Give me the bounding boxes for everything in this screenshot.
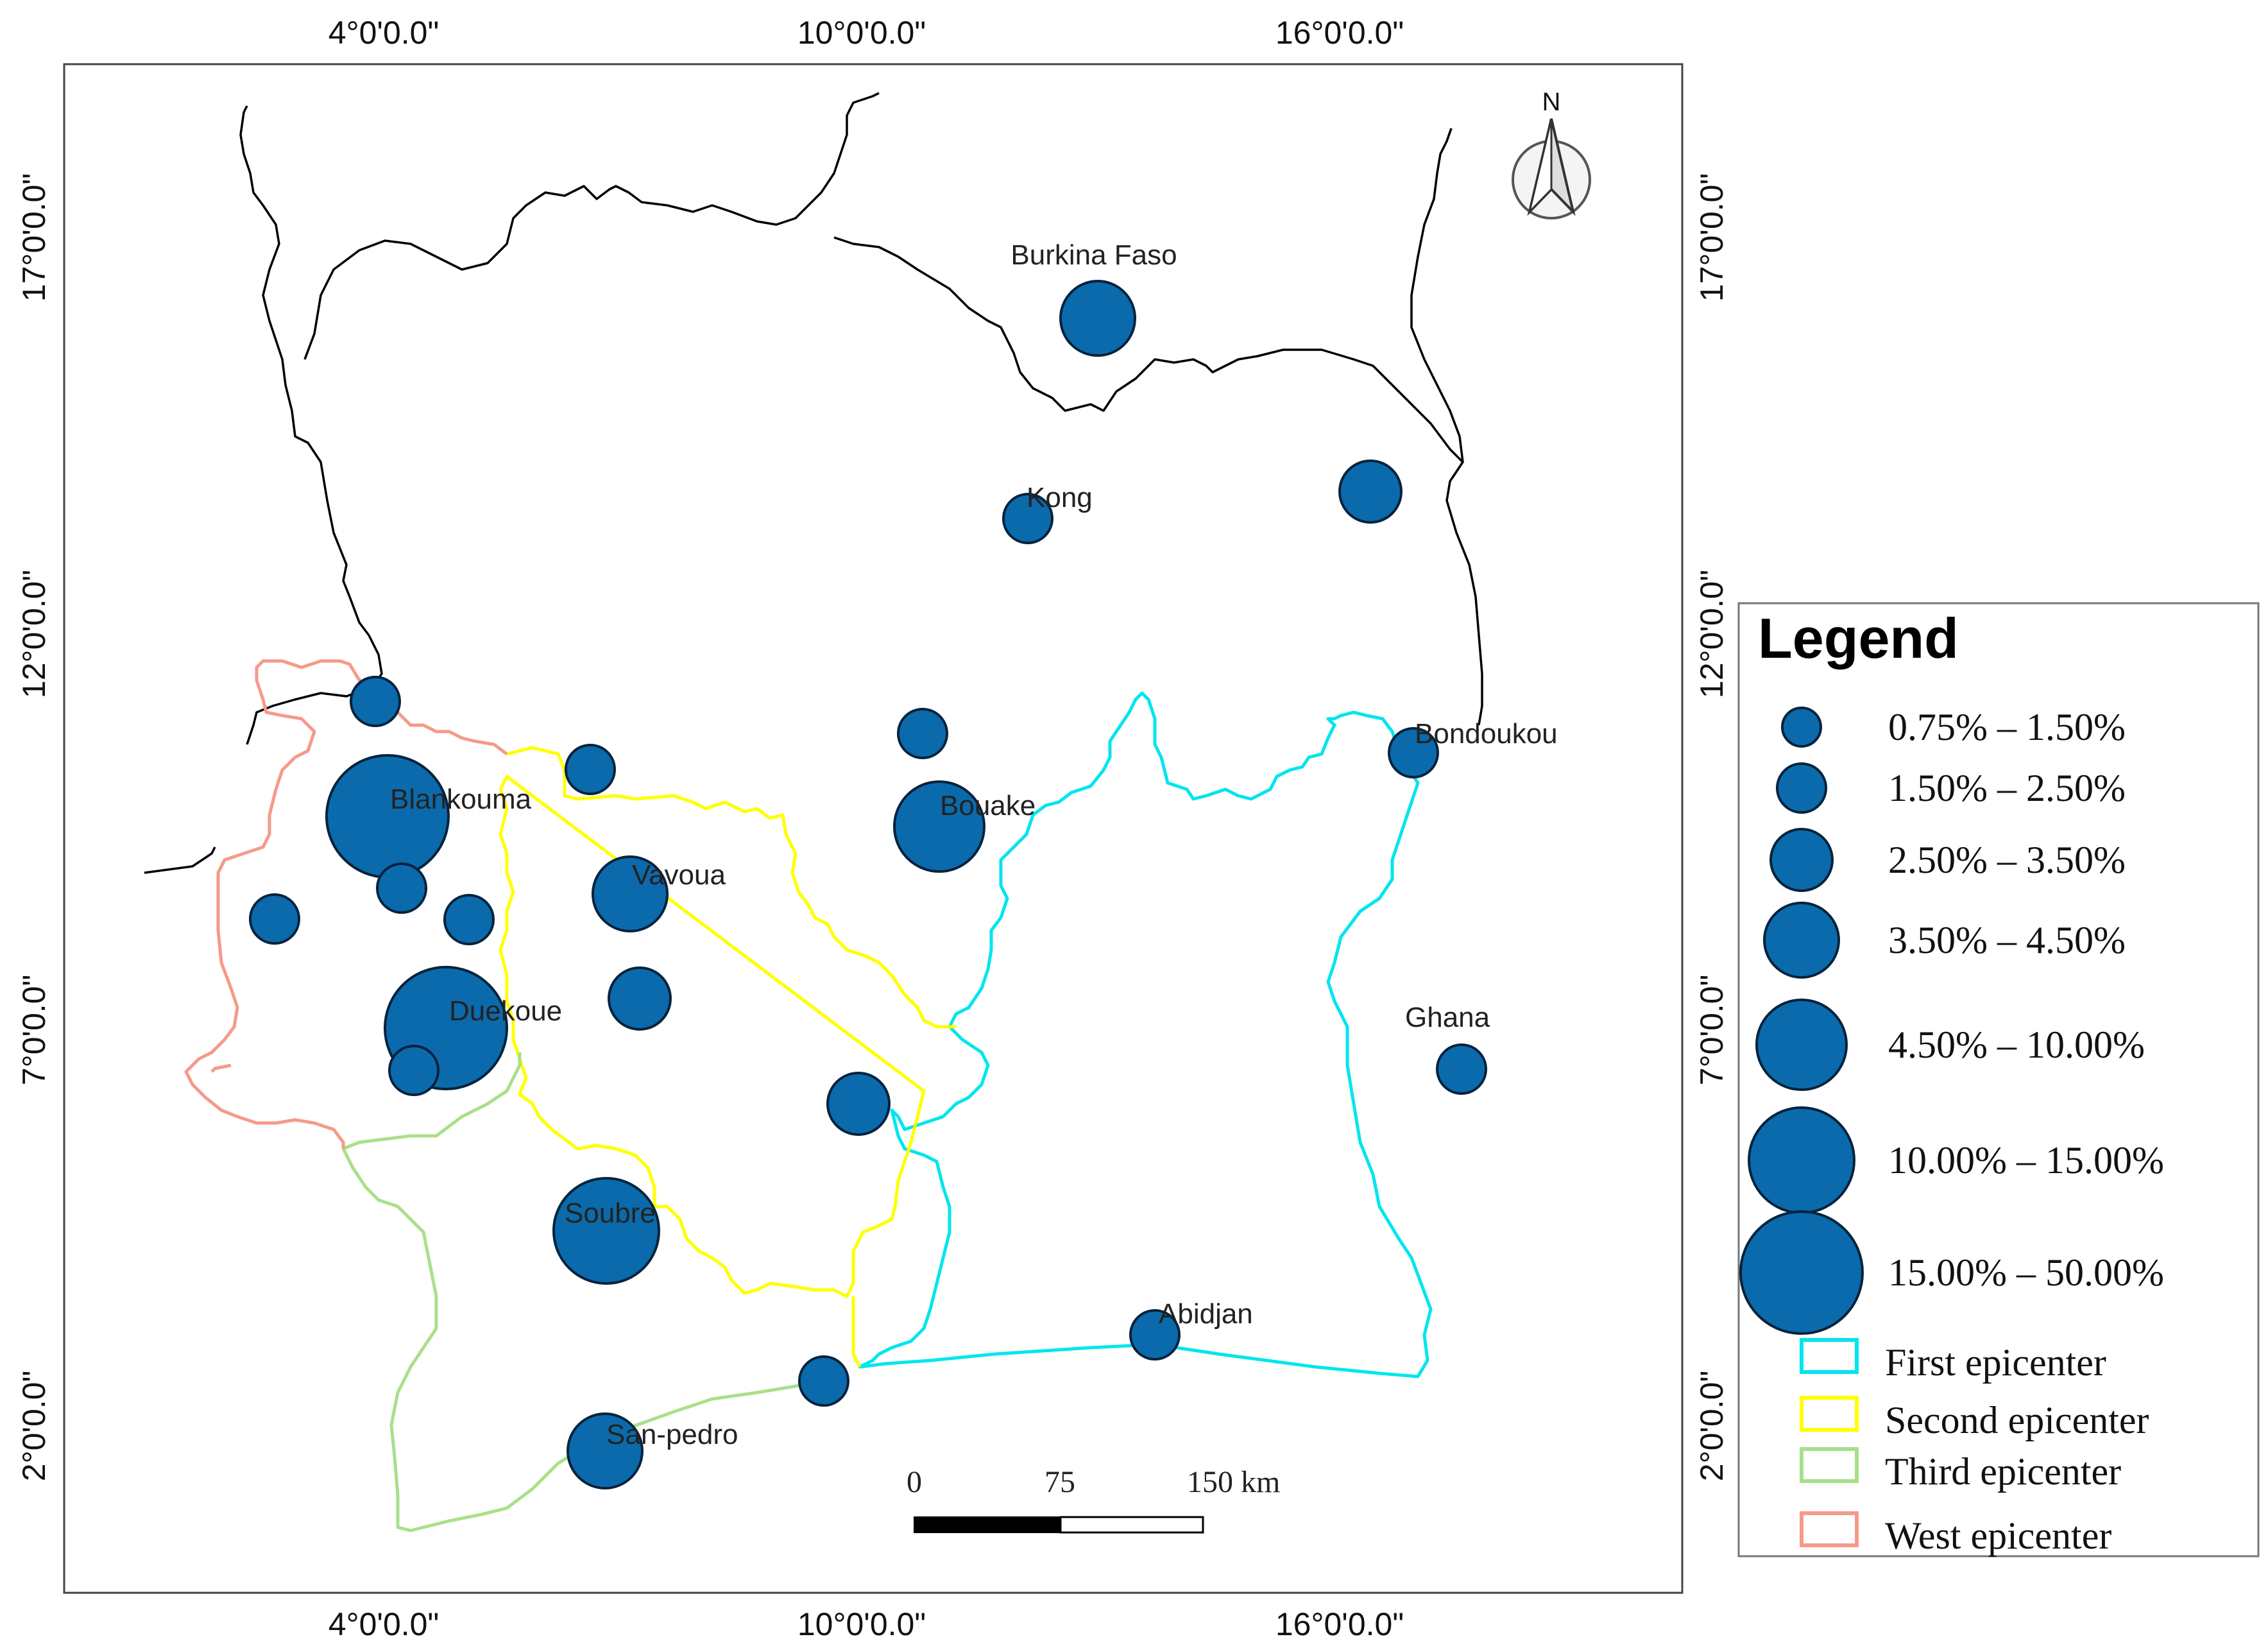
data-circle <box>565 744 616 795</box>
data-circle <box>1388 727 1439 778</box>
place-label-blankouma: Blankouma <box>390 784 532 815</box>
legend-zone-swatch <box>1800 1447 1859 1483</box>
left-coord-label: 17°0'0.0" <box>16 173 52 302</box>
data-circle <box>897 708 948 759</box>
legend-zone-swatch <box>1800 1511 1859 1547</box>
legend-size-label: 4.50% – 10.00% <box>1888 1024 2145 1066</box>
legend-size-symbol <box>1781 707 1822 748</box>
legend-size-symbol <box>1748 1106 1855 1214</box>
bottom-coord-label: 16°0'0.0" <box>1275 1606 1404 1639</box>
legend-size-symbol <box>1763 902 1840 979</box>
place-label-burkina-faso: Burkina Faso <box>1010 239 1177 271</box>
second-epicenter-boundary <box>499 746 956 1368</box>
right-coord-label: 7°0'0.0" <box>1694 975 1730 1085</box>
circles-layer <box>249 280 1487 1489</box>
bottom-coord-label: 4°0'0.0" <box>328 1606 439 1639</box>
data-circle <box>1338 459 1403 524</box>
scale-bar: 0 75 150 km <box>907 1465 1280 1534</box>
bottom-coord-label: 10°0'0.0" <box>797 1606 926 1639</box>
legend-size-classes: 0.75% – 1.50% 1.50% – 2.50% 2.50% – 3.50% 3… <box>1739 706 2164 1335</box>
legend-size-symbol <box>1776 762 1827 814</box>
north-arrow-icon: N <box>1512 88 1591 219</box>
first-epicenter-boundary <box>858 691 1433 1378</box>
top-coord-label: 16°0'0.0" <box>1275 15 1404 51</box>
data-circle <box>350 676 401 727</box>
data-circle <box>1436 1043 1487 1095</box>
data-circle <box>1059 280 1136 357</box>
place-label-soubre: Soubre <box>565 1197 656 1229</box>
right-coord-label: 17°0'0.0" <box>1694 173 1730 302</box>
legend-size-label: 15.00% – 50.00% <box>1888 1251 2164 1294</box>
left-coord-label: 2°0'0.0" <box>16 1371 52 1481</box>
left-coord-label: 7°0'0.0" <box>16 975 52 1085</box>
data-circle <box>567 1412 644 1489</box>
place-label-kong: Kong <box>1027 482 1093 513</box>
map-frame <box>63 63 1684 1594</box>
data-circle <box>388 1045 439 1096</box>
legend-size-label: 2.50% – 3.50% <box>1888 839 2126 881</box>
top-coord-label: 4°0'0.0" <box>328 15 439 51</box>
data-circle <box>893 780 985 873</box>
legend-size-symbol <box>1739 1210 1864 1335</box>
scale-label: 150 km <box>1187 1465 1280 1499</box>
north-label: N <box>1542 88 1561 116</box>
legend-size-label: 0.75% – 1.50% <box>1888 706 2126 748</box>
data-circle <box>249 893 300 945</box>
data-circle <box>325 754 450 879</box>
legend: Legend 0.75% – 1.50% 1.50% – 2.50% 2.50% –… <box>1737 602 2260 1557</box>
scale-label: 0 <box>907 1465 922 1499</box>
data-circle <box>798 1355 849 1407</box>
data-circle <box>608 966 672 1031</box>
data-circle <box>592 855 669 932</box>
data-circle <box>443 894 495 945</box>
data-circle <box>376 862 427 914</box>
legend-zone-label: West epicenter <box>1885 1515 2111 1557</box>
legend-title: Legend <box>1758 606 1959 670</box>
data-circle <box>826 1072 891 1136</box>
data-circle <box>1002 493 1053 544</box>
scale-label: 75 <box>1044 1465 1075 1499</box>
right-coord-label: 12°0'0.0" <box>1694 570 1730 698</box>
place-label-ghana: Ghana <box>1405 1002 1490 1033</box>
place-label-san-pedro: San-pedro <box>606 1419 738 1450</box>
legend-zone-swatch <box>1800 1396 1859 1432</box>
legend-zone-label: First epicenter <box>1885 1341 2106 1384</box>
legend-size-symbol <box>1755 999 1848 1091</box>
legend-zone-label: Second epicenter <box>1885 1399 2149 1441</box>
place-label-duekoue: Duekoue <box>449 995 562 1027</box>
data-circle <box>1129 1309 1181 1360</box>
left-coord-label: 12°0'0.0" <box>16 570 52 698</box>
legend-zones: First epicenter Second epicenter Third epi… <box>1800 1338 2149 1557</box>
place-label-bondoukou: Bondoukou <box>1415 718 1558 750</box>
national-border <box>144 92 1483 874</box>
right-coord-label: 2°0'0.0" <box>1694 1371 1730 1481</box>
top-coord-label: 10°0'0.0" <box>797 15 926 51</box>
place-label-abidjan: Abidjan <box>1159 1298 1253 1330</box>
legend-size-symbol <box>1769 828 1834 892</box>
place-label-vavoua: Vavoua <box>632 859 726 891</box>
legend-zone-label: Third epicenter <box>1885 1450 2121 1493</box>
data-circle <box>552 1177 660 1285</box>
place-label-bouake: Bouake <box>940 790 1036 821</box>
legend-zone-swatch <box>1800 1338 1859 1374</box>
legend-size-label: 3.50% – 4.50% <box>1888 919 2126 961</box>
legend-size-label: 10.00% – 15.00% <box>1888 1139 2164 1181</box>
legend-size-label: 1.50% – 2.50% <box>1888 767 2126 809</box>
